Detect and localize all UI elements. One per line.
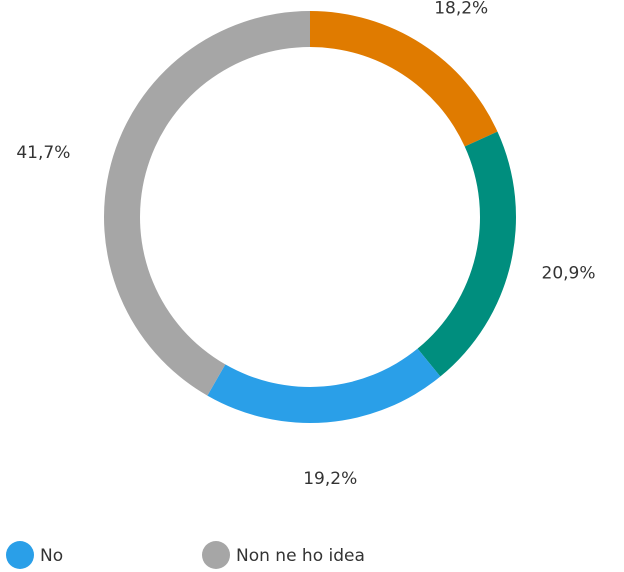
- value-label: 18,2%: [434, 0, 488, 18]
- value-label: 41,7%: [16, 143, 70, 163]
- donut-slice: [417, 131, 516, 377]
- legend-label: No: [40, 546, 63, 566]
- donut-slice: [103, 11, 310, 396]
- legend-swatch: [202, 541, 230, 569]
- value-label: 19,2%: [303, 469, 357, 489]
- donut-slice: [207, 348, 441, 423]
- legend-swatch: [6, 541, 34, 569]
- donut-slice: [310, 11, 498, 147]
- legend-label: Non ne ho idea: [236, 546, 365, 566]
- value-label: 20,9%: [542, 263, 596, 283]
